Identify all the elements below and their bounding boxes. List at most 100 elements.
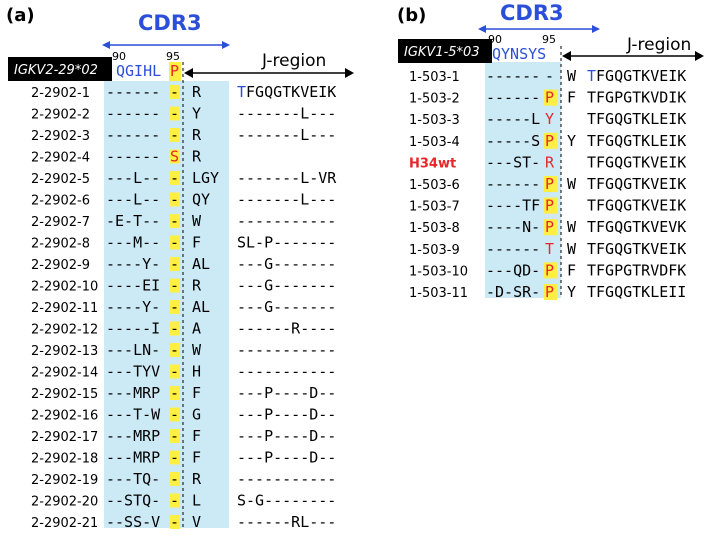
table-row: 2-2902-2 ------ - Y -------L--- xyxy=(31,105,336,123)
germline-p-highlight-a xyxy=(169,62,181,81)
cdr3-arrow-a xyxy=(102,41,230,49)
p-position-highlight xyxy=(544,197,557,214)
cdr3-v-seq: ---TQ- xyxy=(106,470,160,488)
n-region-seq: H xyxy=(192,363,201,381)
p-position-residue: - xyxy=(170,234,179,252)
germline-seq-b: QYNSYS xyxy=(492,45,546,63)
j-region-seq: ---G------- xyxy=(237,298,336,316)
p-position-residue: - xyxy=(170,320,179,338)
p-position-highlight xyxy=(170,429,180,443)
table-row: 2-2902-6 ---L-- - QY -------L--- xyxy=(31,191,336,209)
cdr3-v-seq: ------ xyxy=(486,67,540,85)
j-region-seq: ----------- xyxy=(237,363,336,381)
clone-name: 2-2902-21 xyxy=(31,516,98,531)
clone-name: 2-2902-12 xyxy=(31,323,98,338)
clone-name: 2-2902-19 xyxy=(31,473,98,488)
panel-a-label: (a) xyxy=(6,5,35,26)
cdr3-title-b: CDR3 xyxy=(500,1,564,25)
p-position-residue: P xyxy=(545,283,554,301)
p-position-highlight xyxy=(170,192,180,207)
n-region-seq: W xyxy=(567,175,577,193)
clone-name: 1-503-1 xyxy=(409,70,460,85)
cdr3-v-seq: ---ST- xyxy=(486,153,540,171)
p-position-highlight xyxy=(170,407,180,422)
n-region-seq: W xyxy=(567,218,577,236)
jregion-arrow-b xyxy=(562,51,704,61)
germline-label-box-a xyxy=(8,57,112,81)
clone-name: 1-503-9 xyxy=(409,243,460,258)
j-region-seq: ---P----D-- xyxy=(237,449,336,467)
clone-name: 2-2902-1 xyxy=(31,86,90,101)
p-position-highlight xyxy=(170,386,180,400)
j-region-seq: TFGQGTKLEIK xyxy=(587,110,686,128)
cdr3-v-seq: -E-T-- xyxy=(106,212,160,230)
clone-name: 2-2902-4 xyxy=(31,151,90,166)
table-row: 2-2902-13 ---LN- - W ----------- xyxy=(31,341,336,359)
p-position-highlight xyxy=(170,214,180,228)
table-row: 1-503-11 -D-SR- P Y TFGQGTKLEII xyxy=(409,283,686,301)
clone-name: 2-2902-3 xyxy=(31,129,90,144)
cdr3-v-seq: ---TYV xyxy=(106,363,160,381)
table-row: 1-503-1 ------ - W TFGQGTKVEIK xyxy=(409,67,686,85)
p-position-highlight xyxy=(170,493,180,508)
p-position-highlight xyxy=(544,89,557,106)
n-region-seq: F xyxy=(192,234,201,252)
p-position-residue: - xyxy=(170,449,179,467)
table-row: 2-2902-21 --SS-V - V ------RL--- xyxy=(31,513,336,531)
p-position-highlight xyxy=(170,171,180,185)
j-region-seq: TFGQGTKLEII xyxy=(587,283,686,301)
table-row: 2-2902-8 ---M-- - F SL-P------- xyxy=(31,234,336,252)
j-region-seq: TFGQGTKVEIK xyxy=(237,83,336,101)
clone-name: 1-503-3 xyxy=(409,113,460,128)
table-row: 2-2902-7 -E-T-- - W ----------- xyxy=(31,212,336,230)
table-row: 2-2902-19 ---TQ- - R ----------- xyxy=(31,470,336,488)
p-position-highlight xyxy=(544,176,557,192)
p-position-residue: - xyxy=(170,255,179,273)
j-region-seq: ---G------- xyxy=(237,255,336,273)
position-90-a: 90 xyxy=(112,50,126,63)
cdr3-v-seq: ---MRP xyxy=(106,427,160,445)
cdr3-v-seq: ----EI xyxy=(106,277,160,295)
table-row: 2-2902-16 ---T-W - G ---P----D-- xyxy=(31,406,336,424)
n-region-seq: V xyxy=(192,513,201,531)
j-region-seq: TFGPGTRVDFK xyxy=(587,261,686,279)
j-region-seq: ------R---- xyxy=(237,320,336,338)
p-position-residue: - xyxy=(170,513,179,531)
p-position-residue: - xyxy=(170,406,179,424)
n-region-seq: R xyxy=(192,277,202,295)
clone-name: 1-503-8 xyxy=(409,221,460,236)
p-position-highlight xyxy=(170,149,180,164)
clone-name: 1-503-4 xyxy=(409,135,460,150)
j-region-seq: TFGQGTKVEIK xyxy=(587,197,686,215)
cdr3-v-seq: ---T-W xyxy=(106,406,161,424)
p-position-highlight xyxy=(170,128,180,142)
table-row: 2-2902-1 ------ - R TFGQGTKVEIK xyxy=(31,83,336,101)
table-row: 2-2902-10 ----EI - R ---G------- xyxy=(31,277,336,295)
p-position-residue: Y xyxy=(545,110,554,128)
n-region-seq: Y xyxy=(567,132,576,150)
p-position-residue: - xyxy=(170,169,179,187)
germline-seq-a: QGIHL xyxy=(116,62,161,80)
j-region-seq: -------L--- xyxy=(237,105,336,123)
p-position-residue: - xyxy=(170,277,179,295)
cdr3-v-seq: ------ xyxy=(486,89,540,107)
cdr3-shade-a xyxy=(104,81,229,528)
j-region-seq: -------L--- xyxy=(237,126,336,144)
p-position-highlight xyxy=(170,235,180,250)
j-region-seq: ---P----D-- xyxy=(237,384,336,402)
n-region-seq: F xyxy=(192,384,201,402)
cdr3-v-seq: --SS-V xyxy=(106,513,160,531)
p-position-highlight xyxy=(544,132,557,149)
cdr3-v-seq: -D-SR- xyxy=(486,283,540,301)
j-region-seq: TFGPGTKVDIK xyxy=(587,89,686,107)
table-row: 2-2902-3 ------ - R -------L--- xyxy=(31,126,336,144)
n-region-seq: R xyxy=(192,148,202,166)
p-position-highlight xyxy=(544,262,557,279)
table-row: 2-2902-14 ---TYV - H ----------- xyxy=(31,363,336,381)
p-position-residue: - xyxy=(170,384,179,402)
table-row: 1-503-9 ------ T W TFGQGTKVEIK xyxy=(409,240,686,258)
p-position-residue: - xyxy=(170,298,179,316)
